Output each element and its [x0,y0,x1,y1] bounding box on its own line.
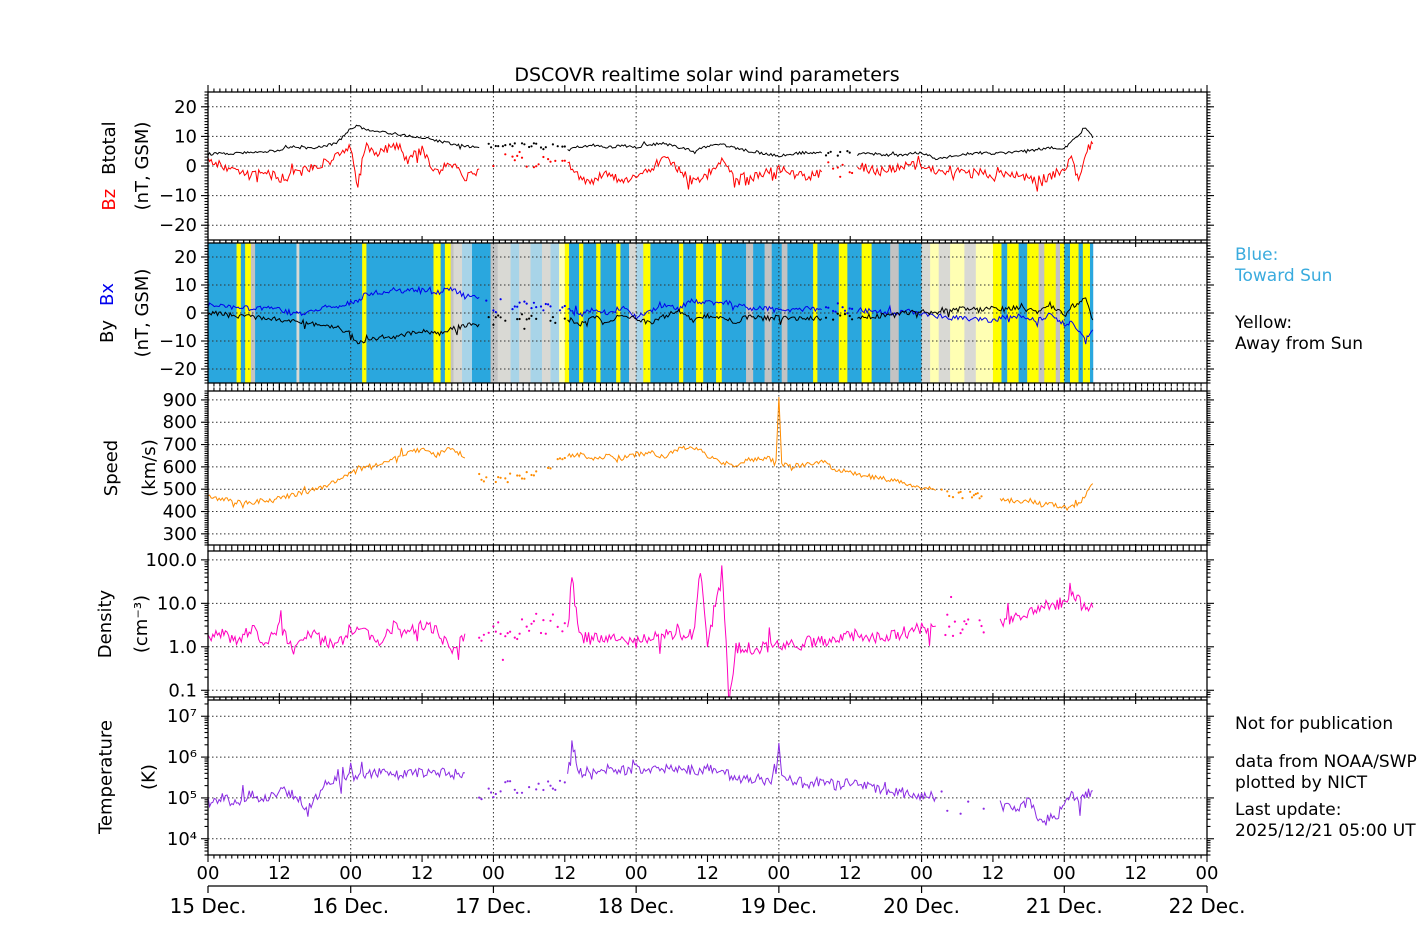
legend-yellow-line1: Yellow: [1235,313,1293,333]
ytick-label-by_bx: 20 [174,247,197,268]
ytick-label-btotal_bz: −10 [159,186,197,207]
ylabel-by: By [97,320,118,344]
xtick-hour-label: 12 [411,863,434,884]
xtick-hour-label: 00 [339,863,362,884]
xtick-hour-label: 12 [839,863,862,884]
note-source-line1: data from NOAA/SWPC [1235,752,1417,772]
panel-by_bx: 20 10 0 −10 −20 [159,236,1214,390]
note-source-line2: plotted by NICT [1235,773,1368,793]
xtick-hour-label: 00 [910,863,933,884]
panel-temperature: 10⁷ 10⁶ 10⁵ 10⁴ [167,693,1214,862]
legend-yellow-line2: Away from Sun [1235,334,1364,354]
ytick-label-speed: 700 [163,435,197,456]
ytick-label-temperature: 10⁴ [167,829,197,850]
xtick-hour-label: 00 [625,863,648,884]
note-last-update: Last update: 2025/12/21 05:00 UT [1235,800,1416,842]
chart-title: DSCOVR realtime solar wind parameters [514,64,900,86]
legend-toward-sun: Blue: Toward Sun [1235,245,1332,287]
ytick-label-by_bx: −20 [159,359,197,380]
ytick-label-density: 10.0 [157,593,197,614]
xtick-day-label: 22 Dec. [1169,894,1246,918]
ytick-label-by_bx: 0 [186,303,197,324]
ytick-label-speed: 900 [163,390,197,411]
ytick-label-density: 1.0 [168,637,197,658]
ylabel-unit-b1: (nT, GSM) [132,121,153,211]
xtick-day-label: 18 Dec. [598,894,675,918]
xtick-day-label: 19 Dec. [740,894,817,918]
panel-density: 100.0 10.0 1.0 0.1 [145,544,1214,704]
xtick-day-label: 17 Dec. [455,894,532,918]
ylabel-density: Density [95,589,116,659]
xtick-hour-label: 00 [767,863,790,884]
ylabel-unit-b2: (nT, GSM) [132,268,153,358]
ytick-label-speed: 600 [163,457,197,478]
legend-blue-line1: Blue: [1235,245,1279,265]
note-update-line1: Last update: [1235,800,1342,820]
xtick-hour-label: 00 [1053,863,1076,884]
ytick-label-speed: 500 [163,479,197,500]
ytick-label-density: 100.0 [145,550,197,571]
ylabel-by-bx: By Bx [97,243,119,383]
panel-btotal_bz: 20 10 0 −10 −20 [159,85,1214,247]
xtick-day-label: 15 Dec. [170,894,247,918]
ytick-label-btotal_bz: 20 [174,97,197,118]
xtick-hour-label: 12 [553,863,576,884]
xtick-hour-label: 12 [1124,863,1147,884]
xtick-day-label: 16 Dec. [312,894,389,918]
note-update-line2: 2025/12/21 05:00 UT [1235,821,1416,841]
ytick-label-btotal_bz: −20 [159,215,197,236]
legend-blue-line2: Toward Sun [1235,266,1333,286]
ytick-label-temperature: 10⁵ [167,788,197,809]
ytick-label-speed: 300 [163,524,197,545]
ytick-label-speed: 400 [163,502,197,523]
ytick-label-by_bx: −10 [159,331,197,352]
note-source: data from NOAA/SWPC plotted by NICT [1235,752,1417,794]
ylabel-bz-btotal: Bz Btotal [99,92,121,240]
xtick-day-label: 20 Dec. [883,894,960,918]
xtick-hour-label: 12 [268,863,291,884]
xtick-hour-label: 12 [696,863,719,884]
legend-away-from-sun: Yellow: Away from Sun [1235,313,1363,355]
ytick-label-temperature: 10⁷ [167,706,197,727]
ytick-label-density: 0.1 [168,680,197,701]
xtick-day-label: 21 Dec. [1026,894,1103,918]
xtick-hour-label: 12 [981,863,1004,884]
ylabel-bz: Bz [99,188,120,211]
xtick-hour-label: 00 [1196,863,1219,884]
ylabel-unit-speed: (km/s) [139,439,160,497]
ylabel-unit-density: (cm⁻³) [131,594,152,654]
xtick-hour-label: 00 [482,863,505,884]
xtick-hour-label: 00 [197,863,220,884]
ytick-label-by_bx: 10 [174,275,197,296]
ylabel-speed: Speed [101,439,122,497]
note-publication: Not for publication [1235,714,1394,734]
ytick-label-speed: 800 [163,412,197,433]
ytick-label-btotal_bz: 0 [186,156,197,177]
ylabel-unit-temperature: (K) [138,764,160,790]
ytick-label-temperature: 10⁶ [167,747,197,768]
ylabel-bx: Bx [97,282,118,306]
ylabel-temperature: Temperature [95,719,117,835]
ytick-label-btotal_bz: 10 [174,126,197,147]
ylabel-btotal: Btotal [99,121,120,175]
